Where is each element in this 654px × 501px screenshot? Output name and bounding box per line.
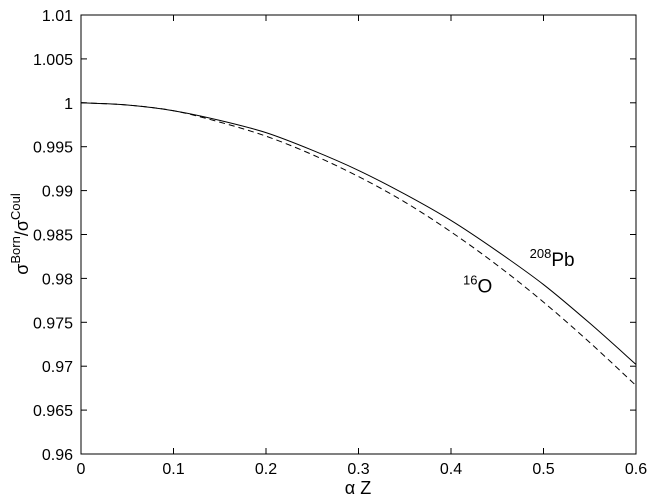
series-group [80, 102, 637, 386]
annotations: 208Pb 16O [463, 246, 575, 297]
x-tick-label: 0.5 [532, 461, 554, 478]
annotation-o-symbol: O [477, 276, 492, 297]
annotation-o: 16O [463, 272, 492, 297]
y-tick-label: 1 [64, 96, 73, 113]
y-tick-label: 1.01 [42, 8, 73, 25]
x-tick-label: 0 [77, 461, 86, 478]
y-label-sigma-coul: σ [12, 220, 32, 231]
y-tick-label: 0.975 [33, 315, 73, 332]
y-label-sup-coul: Coul [8, 193, 23, 220]
annotation-pb-mass-number: 208 [530, 246, 552, 261]
y-tick-label: 0.99 [42, 184, 73, 201]
y-label-slash: / [12, 231, 32, 236]
y-tick-label: 0.985 [33, 228, 73, 245]
axis-ticks: 0 0.1 0.2 0.3 0.4 0.5 0.6 0.96 0.965 0.97 0.975 0.9… [33, 8, 647, 478]
y-tick-label: 0.98 [42, 271, 73, 288]
x-axis-label: α Z [345, 478, 371, 498]
x-tick-label: 0.6 [625, 461, 647, 478]
y-label-sigma-born: σ [12, 264, 32, 275]
y-label-sup-born: Born [8, 236, 23, 263]
plot-frame [80, 14, 637, 455]
y-tick-label: 0.995 [33, 140, 73, 157]
annotation-pb: 208Pb [530, 246, 575, 271]
annotation-o-mass-number: 16 [463, 272, 477, 287]
series-line-pb [80, 102, 637, 365]
y-axis-label: σBorn/σCoul [8, 193, 32, 275]
x-tick-label: 0.2 [255, 461, 277, 478]
x-tick-label: 0.3 [347, 461, 369, 478]
x-tick-label: 0.1 [162, 461, 184, 478]
series-line-o [80, 102, 637, 386]
y-tick-label: 0.965 [33, 403, 73, 420]
y-tick-label: 0.97 [42, 359, 73, 376]
x-tick-label: 0.4 [440, 461, 462, 478]
y-tick-label: 1.005 [33, 52, 73, 69]
annotation-pb-symbol: Pb [551, 250, 574, 271]
y-tick-label: 0.96 [42, 447, 73, 464]
